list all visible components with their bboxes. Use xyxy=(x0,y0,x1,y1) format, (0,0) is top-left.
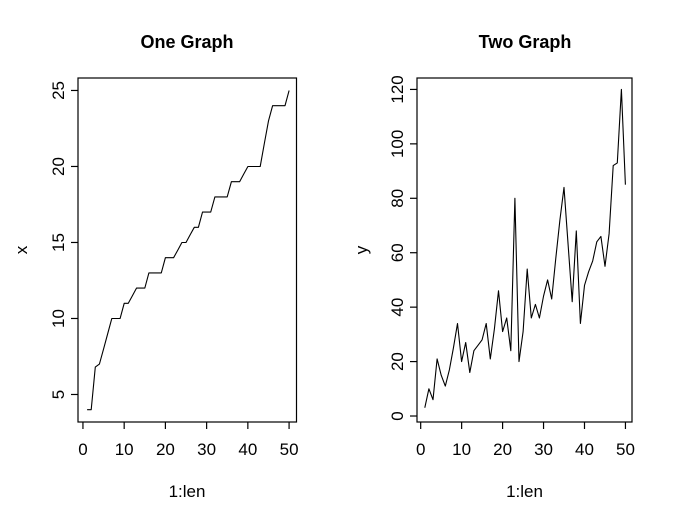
x-tick-label: 0 xyxy=(416,440,425,459)
x-tick-label: 0 xyxy=(78,440,87,459)
plot-box xyxy=(77,77,298,423)
x-tick-label: 20 xyxy=(156,440,175,459)
y-axis-label: y xyxy=(352,245,371,254)
y-tick-label: 25 xyxy=(49,81,68,100)
y-tick-label: 60 xyxy=(388,243,407,262)
y-tick-label: 5 xyxy=(49,390,68,399)
y-axis-ticks: 5 10 15 20 25 xyxy=(49,81,78,399)
data-line xyxy=(424,88,626,408)
x-tick-label: 20 xyxy=(493,440,512,459)
chart-title: Two Graph xyxy=(479,32,572,52)
y-tick-label: 100 xyxy=(388,130,407,158)
y-tick-label: 20 xyxy=(49,157,68,176)
chart-title: One Graph xyxy=(140,32,233,52)
y-tick-label: 0 xyxy=(388,411,407,420)
y-tick-label: 20 xyxy=(388,352,407,371)
x-tick-label: 50 xyxy=(280,440,299,459)
x-axis-ticks: 0 10 20 30 40 50 xyxy=(78,422,299,459)
y-axis-label: x xyxy=(12,245,31,254)
x-tick-label: 30 xyxy=(534,440,553,459)
x-axis-label: 1:len xyxy=(506,482,543,501)
x-tick-label: 40 xyxy=(238,440,257,459)
x-axis-label: 1:len xyxy=(169,482,206,501)
plot-box xyxy=(416,77,633,423)
data-line xyxy=(87,90,290,411)
y-tick-label: 120 xyxy=(388,75,407,103)
x-tick-label: 50 xyxy=(616,440,635,459)
y-tick-label: 15 xyxy=(49,233,68,252)
y-axis-ticks: 0 20 40 60 80 100 120 xyxy=(388,75,417,421)
y-tick-label: 10 xyxy=(49,309,68,328)
x-axis-ticks: 0 10 20 30 40 50 xyxy=(416,422,635,459)
y-tick-label: 40 xyxy=(388,298,407,317)
y-tick-label: 80 xyxy=(388,189,407,208)
x-tick-label: 30 xyxy=(197,440,216,459)
chart-one-graph: One Graph 1:len x 0 10 20 30 40 50 5 10 15 20 25 xyxy=(12,32,299,501)
x-tick-label: 10 xyxy=(115,440,134,459)
chart-two-graph: Two Graph 1:len y 0 10 20 30 40 50 0 20 40 60 80 1… xyxy=(352,32,635,501)
x-tick-label: 40 xyxy=(575,440,594,459)
x-tick-label: 10 xyxy=(452,440,471,459)
